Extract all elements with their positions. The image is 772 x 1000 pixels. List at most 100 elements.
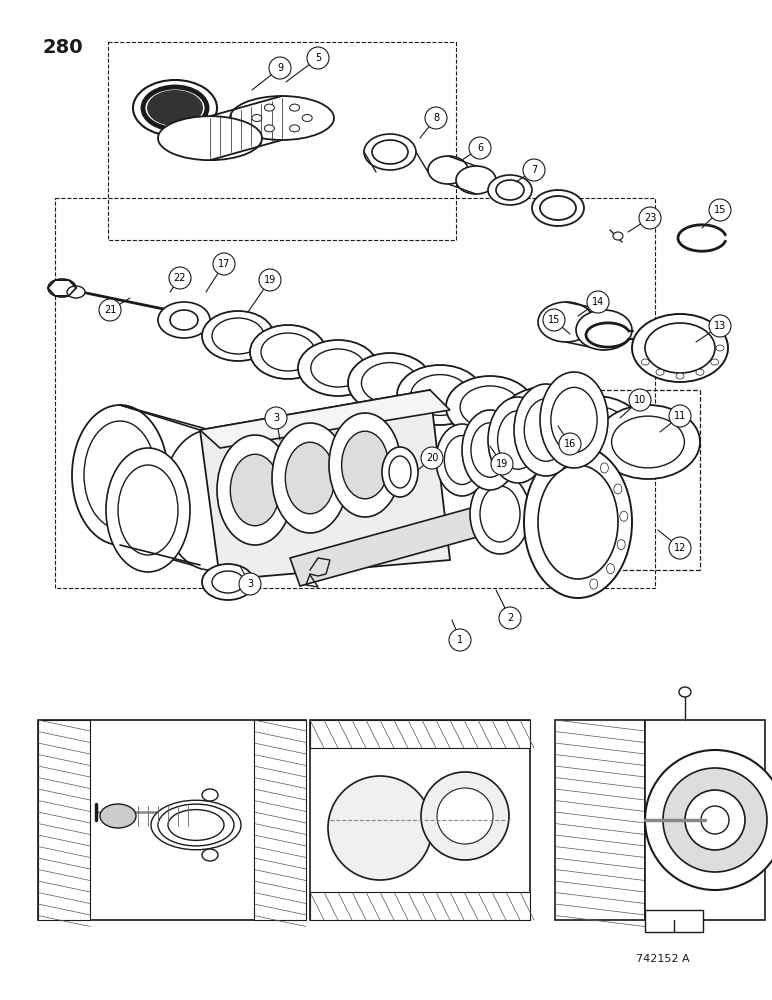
Ellipse shape bbox=[547, 396, 643, 464]
Ellipse shape bbox=[48, 279, 76, 297]
Circle shape bbox=[709, 315, 731, 337]
Bar bbox=[645, 910, 703, 932]
Circle shape bbox=[669, 537, 691, 559]
Ellipse shape bbox=[576, 310, 632, 350]
Text: 15: 15 bbox=[548, 315, 560, 325]
Text: 6: 6 bbox=[477, 143, 483, 153]
Ellipse shape bbox=[524, 399, 567, 461]
Ellipse shape bbox=[607, 564, 615, 574]
Ellipse shape bbox=[462, 410, 518, 490]
Ellipse shape bbox=[217, 435, 293, 545]
Ellipse shape bbox=[264, 104, 274, 111]
Ellipse shape bbox=[286, 442, 335, 514]
Ellipse shape bbox=[614, 484, 621, 494]
Ellipse shape bbox=[264, 125, 274, 132]
Text: 19: 19 bbox=[496, 459, 508, 469]
Ellipse shape bbox=[632, 314, 728, 382]
Circle shape bbox=[559, 433, 581, 455]
Ellipse shape bbox=[538, 465, 618, 579]
Circle shape bbox=[587, 291, 609, 313]
Ellipse shape bbox=[676, 373, 684, 379]
Bar bbox=[310, 720, 530, 748]
Text: 19: 19 bbox=[264, 275, 276, 285]
Circle shape bbox=[499, 607, 521, 629]
Ellipse shape bbox=[133, 80, 217, 136]
Ellipse shape bbox=[158, 804, 234, 846]
Text: 280: 280 bbox=[42, 38, 83, 57]
Ellipse shape bbox=[701, 806, 729, 834]
Text: 23: 23 bbox=[644, 213, 656, 223]
Circle shape bbox=[169, 267, 191, 289]
Text: 3: 3 bbox=[273, 413, 279, 423]
Ellipse shape bbox=[645, 323, 715, 373]
Ellipse shape bbox=[656, 369, 664, 375]
Ellipse shape bbox=[436, 424, 488, 496]
Ellipse shape bbox=[551, 387, 597, 453]
Ellipse shape bbox=[67, 286, 85, 298]
Ellipse shape bbox=[471, 423, 509, 477]
Ellipse shape bbox=[106, 448, 190, 572]
Ellipse shape bbox=[561, 406, 628, 454]
Text: 11: 11 bbox=[674, 411, 686, 421]
Ellipse shape bbox=[618, 540, 625, 550]
Ellipse shape bbox=[514, 396, 576, 440]
Ellipse shape bbox=[202, 849, 218, 861]
Bar bbox=[108, 42, 456, 240]
Ellipse shape bbox=[290, 125, 300, 132]
Text: 17: 17 bbox=[218, 259, 230, 269]
Ellipse shape bbox=[202, 564, 254, 600]
Bar bbox=[645, 720, 765, 920]
Ellipse shape bbox=[147, 90, 203, 126]
Text: 2: 2 bbox=[507, 613, 513, 623]
Ellipse shape bbox=[445, 436, 479, 484]
Ellipse shape bbox=[252, 114, 262, 121]
Ellipse shape bbox=[158, 302, 210, 338]
Text: 10: 10 bbox=[634, 395, 646, 405]
Ellipse shape bbox=[421, 772, 509, 860]
Circle shape bbox=[449, 629, 471, 651]
Polygon shape bbox=[290, 500, 510, 586]
Circle shape bbox=[469, 137, 491, 159]
Ellipse shape bbox=[532, 190, 584, 226]
Circle shape bbox=[269, 57, 291, 79]
Text: 22: 22 bbox=[174, 273, 186, 283]
Ellipse shape bbox=[524, 446, 632, 598]
Ellipse shape bbox=[298, 340, 378, 396]
Circle shape bbox=[523, 159, 545, 181]
Ellipse shape bbox=[456, 166, 496, 194]
Text: 14: 14 bbox=[592, 297, 604, 307]
Bar bbox=[55, 198, 655, 588]
Ellipse shape bbox=[272, 423, 348, 533]
Ellipse shape bbox=[212, 318, 264, 354]
Circle shape bbox=[265, 407, 287, 429]
Circle shape bbox=[543, 309, 565, 331]
Ellipse shape bbox=[428, 156, 468, 184]
Ellipse shape bbox=[230, 454, 279, 526]
Text: 1: 1 bbox=[457, 635, 463, 645]
Circle shape bbox=[639, 207, 661, 229]
Circle shape bbox=[669, 405, 691, 427]
Bar bbox=[555, 720, 645, 920]
Text: 742152 A: 742152 A bbox=[636, 954, 689, 964]
Bar bbox=[38, 720, 306, 920]
Ellipse shape bbox=[328, 776, 432, 880]
Ellipse shape bbox=[696, 369, 704, 375]
Ellipse shape bbox=[341, 431, 388, 499]
Ellipse shape bbox=[540, 372, 608, 468]
Ellipse shape bbox=[170, 310, 198, 330]
Circle shape bbox=[259, 269, 281, 291]
Ellipse shape bbox=[620, 511, 628, 521]
Ellipse shape bbox=[663, 768, 767, 872]
Circle shape bbox=[239, 573, 261, 595]
Ellipse shape bbox=[372, 140, 408, 164]
Ellipse shape bbox=[582, 452, 590, 462]
Text: 9: 9 bbox=[277, 63, 283, 73]
Text: 20: 20 bbox=[426, 453, 438, 463]
Ellipse shape bbox=[596, 405, 700, 479]
Circle shape bbox=[307, 47, 329, 69]
Bar bbox=[254, 720, 306, 920]
Ellipse shape bbox=[100, 804, 136, 828]
Ellipse shape bbox=[685, 790, 745, 850]
Ellipse shape bbox=[158, 116, 262, 160]
Ellipse shape bbox=[212, 571, 244, 593]
